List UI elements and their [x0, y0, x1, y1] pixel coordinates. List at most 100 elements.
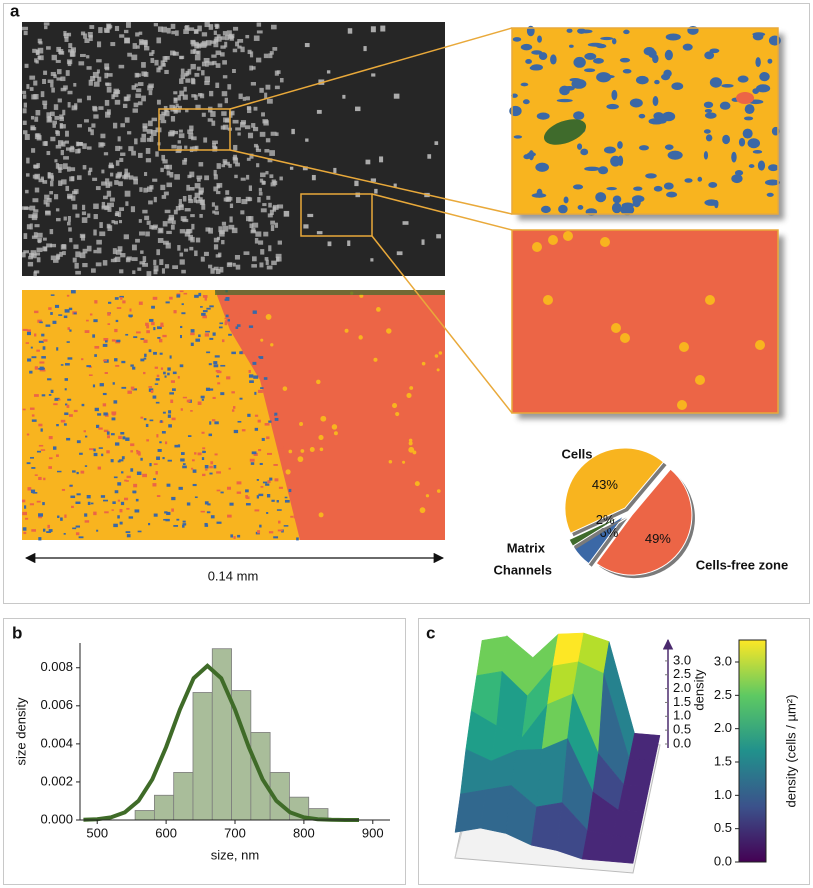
colorbar-label: density (cells / µm²) [783, 695, 798, 808]
sem-grain [166, 170, 171, 176]
segment-speck [210, 461, 214, 465]
segment-speck [70, 290, 76, 294]
segment-speck [176, 294, 181, 298]
sem-grain [36, 247, 43, 253]
segment-speck [104, 372, 108, 374]
segment-speck [258, 448, 262, 452]
sem-grain [164, 209, 171, 214]
sem-grain [263, 53, 269, 59]
sem-grain [127, 52, 132, 57]
channel-blob [611, 202, 622, 214]
segment-speck [226, 486, 232, 490]
sem-grain [232, 262, 236, 267]
sem-grain [96, 59, 102, 63]
sem-grain [113, 91, 119, 98]
channel-blob [759, 71, 770, 82]
segment-speck [114, 358, 118, 362]
segment-speck [149, 419, 154, 422]
segment-speck [113, 523, 118, 528]
sem-grain [149, 185, 154, 190]
sem-grain [214, 211, 220, 215]
sem-grain [67, 166, 71, 172]
sem-grain [267, 158, 273, 163]
segment-speck [120, 432, 125, 435]
segment-speck [49, 457, 53, 460]
sem-grain [170, 23, 176, 29]
channel-blob [662, 111, 676, 122]
segment-speck [50, 389, 54, 393]
segment-speck [267, 452, 272, 455]
sem-grain [199, 199, 204, 205]
channel-blob [653, 112, 664, 120]
segment-speck [300, 449, 305, 453]
sem-grain [237, 45, 242, 49]
x-tick-label: 700 [224, 825, 246, 840]
surface-patch [628, 732, 661, 762]
segment-speck [43, 477, 46, 481]
segment-speck [73, 312, 77, 315]
segment-speck [276, 500, 279, 503]
segment-speck [284, 499, 290, 503]
sem-grain [133, 102, 139, 108]
segment-speck [179, 364, 184, 368]
sem-grain [272, 204, 279, 210]
sem-grain [258, 240, 264, 245]
segment-speck [216, 370, 222, 374]
x-tick-label: 900 [362, 825, 384, 840]
sem-grain [42, 237, 47, 241]
segment-speck [260, 485, 264, 488]
sem-grain [258, 191, 263, 196]
sem-grain [172, 130, 179, 135]
segment-speck [250, 462, 255, 465]
segment-speck [36, 349, 40, 352]
zoom-box [300, 193, 373, 237]
sem-grain [243, 251, 250, 255]
sem-grain [31, 214, 38, 221]
segment-speck [34, 366, 39, 370]
segment-speck [67, 357, 73, 360]
sem-grain [190, 214, 195, 218]
segment-speck [124, 497, 129, 501]
segment-speck [121, 471, 124, 474]
sem-grain [212, 140, 218, 144]
segment-speck [216, 521, 222, 524]
sem-grain [249, 153, 254, 159]
sem-grain [70, 47, 76, 53]
segment-speck [232, 406, 236, 409]
sem-grain [251, 66, 256, 70]
segment-speck [137, 530, 142, 533]
sem-grain [25, 189, 29, 194]
segment-speck [201, 312, 206, 316]
sem-grain [220, 45, 226, 49]
sem-grain [123, 234, 129, 240]
segment-speck [168, 410, 172, 414]
sem-grain [184, 72, 188, 77]
segment-speck [233, 536, 236, 539]
sem-grain [124, 190, 131, 197]
sem-grain [118, 219, 123, 224]
sem-grain [88, 167, 93, 172]
sem-grain [279, 77, 284, 83]
sem-grain [55, 163, 59, 169]
sem-grain [50, 180, 54, 187]
sem-grain [269, 174, 274, 179]
sem-grain [160, 184, 166, 191]
sem-grain [262, 203, 267, 207]
sem-grain [233, 144, 238, 151]
segment-speck [173, 310, 177, 314]
sem-grain [96, 69, 100, 74]
segment-speck [309, 447, 315, 452]
sem-grain [200, 256, 205, 262]
segment-speck [253, 452, 258, 456]
segment-speck [252, 310, 257, 314]
segment-speck [402, 460, 406, 464]
sem-grain [303, 224, 309, 229]
sem-grain [197, 178, 201, 182]
segment-speck [178, 486, 183, 490]
sem-grain [212, 60, 217, 65]
sem-grain [144, 172, 148, 176]
sem-grain [131, 244, 137, 251]
segment-speck [68, 414, 73, 417]
sem-grain [34, 270, 40, 274]
sem-grain [179, 78, 184, 84]
